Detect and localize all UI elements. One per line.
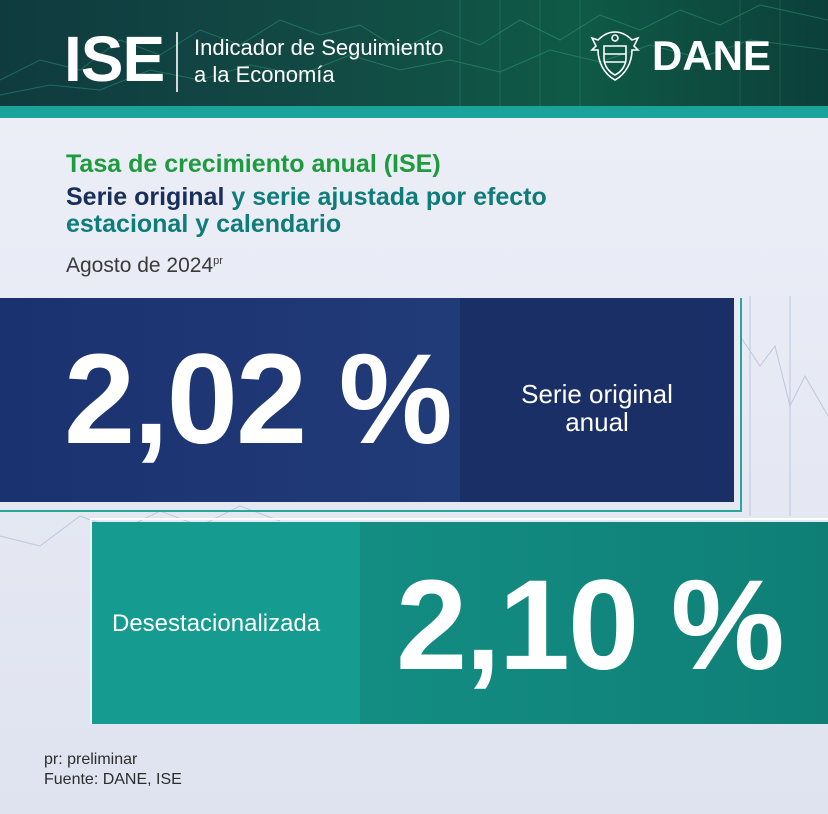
- original-panel-accent-v: [740, 298, 742, 512]
- title-line3: estacional y calendario: [66, 210, 342, 238]
- dane-logo-text: DANE: [652, 32, 772, 79]
- ise-description-line2: a la Economía: [194, 62, 335, 87]
- original-series-label: Serie original anual: [480, 380, 714, 436]
- background-chart-decoration: [0, 296, 828, 547]
- original-panel-accent-h: [0, 510, 742, 512]
- colombia-coat-of-arms-icon: [590, 31, 640, 81]
- original-series-value: 2,02 %: [64, 328, 452, 471]
- footer-notes: pr: preliminar Fuente: DANE, ISE: [44, 750, 182, 790]
- original-series-label-line2: anual: [565, 407, 629, 437]
- period-superscript: pr: [213, 255, 223, 267]
- ise-description-line1: Indicador de Seguimiento: [194, 35, 444, 60]
- footer-source: Fuente: DANE, ISE: [44, 771, 182, 788]
- header-chart-decoration: [0, 0, 828, 106]
- header-banner: ISE Indicador de Seguimiento a la Econom…: [0, 0, 828, 106]
- footer-preliminary-note: pr: preliminar: [44, 751, 138, 768]
- title-line1: Tasa de crecimiento anual (ISE): [66, 150, 441, 178]
- adjusted-panel-accent-v: [90, 518, 92, 724]
- period-text: Agosto de 2024: [66, 254, 214, 277]
- original-series-label-line1: Serie original: [521, 379, 673, 409]
- adjusted-series-label: Desestacionalizada: [112, 610, 321, 637]
- period-label: Agosto de 2024pr: [66, 254, 223, 278]
- header-accent-stripe: [0, 106, 828, 118]
- adjusted-panel-accent-h: [90, 518, 828, 520]
- original-series-label-panel: [460, 298, 734, 502]
- title-line2: Serie original y serie ajustada por efec…: [66, 182, 766, 212]
- title-line2-adjusted: serie ajustada por efecto: [252, 183, 547, 211]
- title-line2-connector: y: [224, 183, 253, 211]
- adjusted-series-label-panel: [90, 522, 360, 724]
- ise-description: Indicador de Seguimiento a la Economía: [194, 34, 444, 88]
- ise-logo-text: ISE: [64, 23, 165, 95]
- adjusted-series-value: 2,10 %: [396, 554, 784, 697]
- header-divider: [176, 32, 178, 92]
- title-line2-original: Serie original: [66, 183, 225, 211]
